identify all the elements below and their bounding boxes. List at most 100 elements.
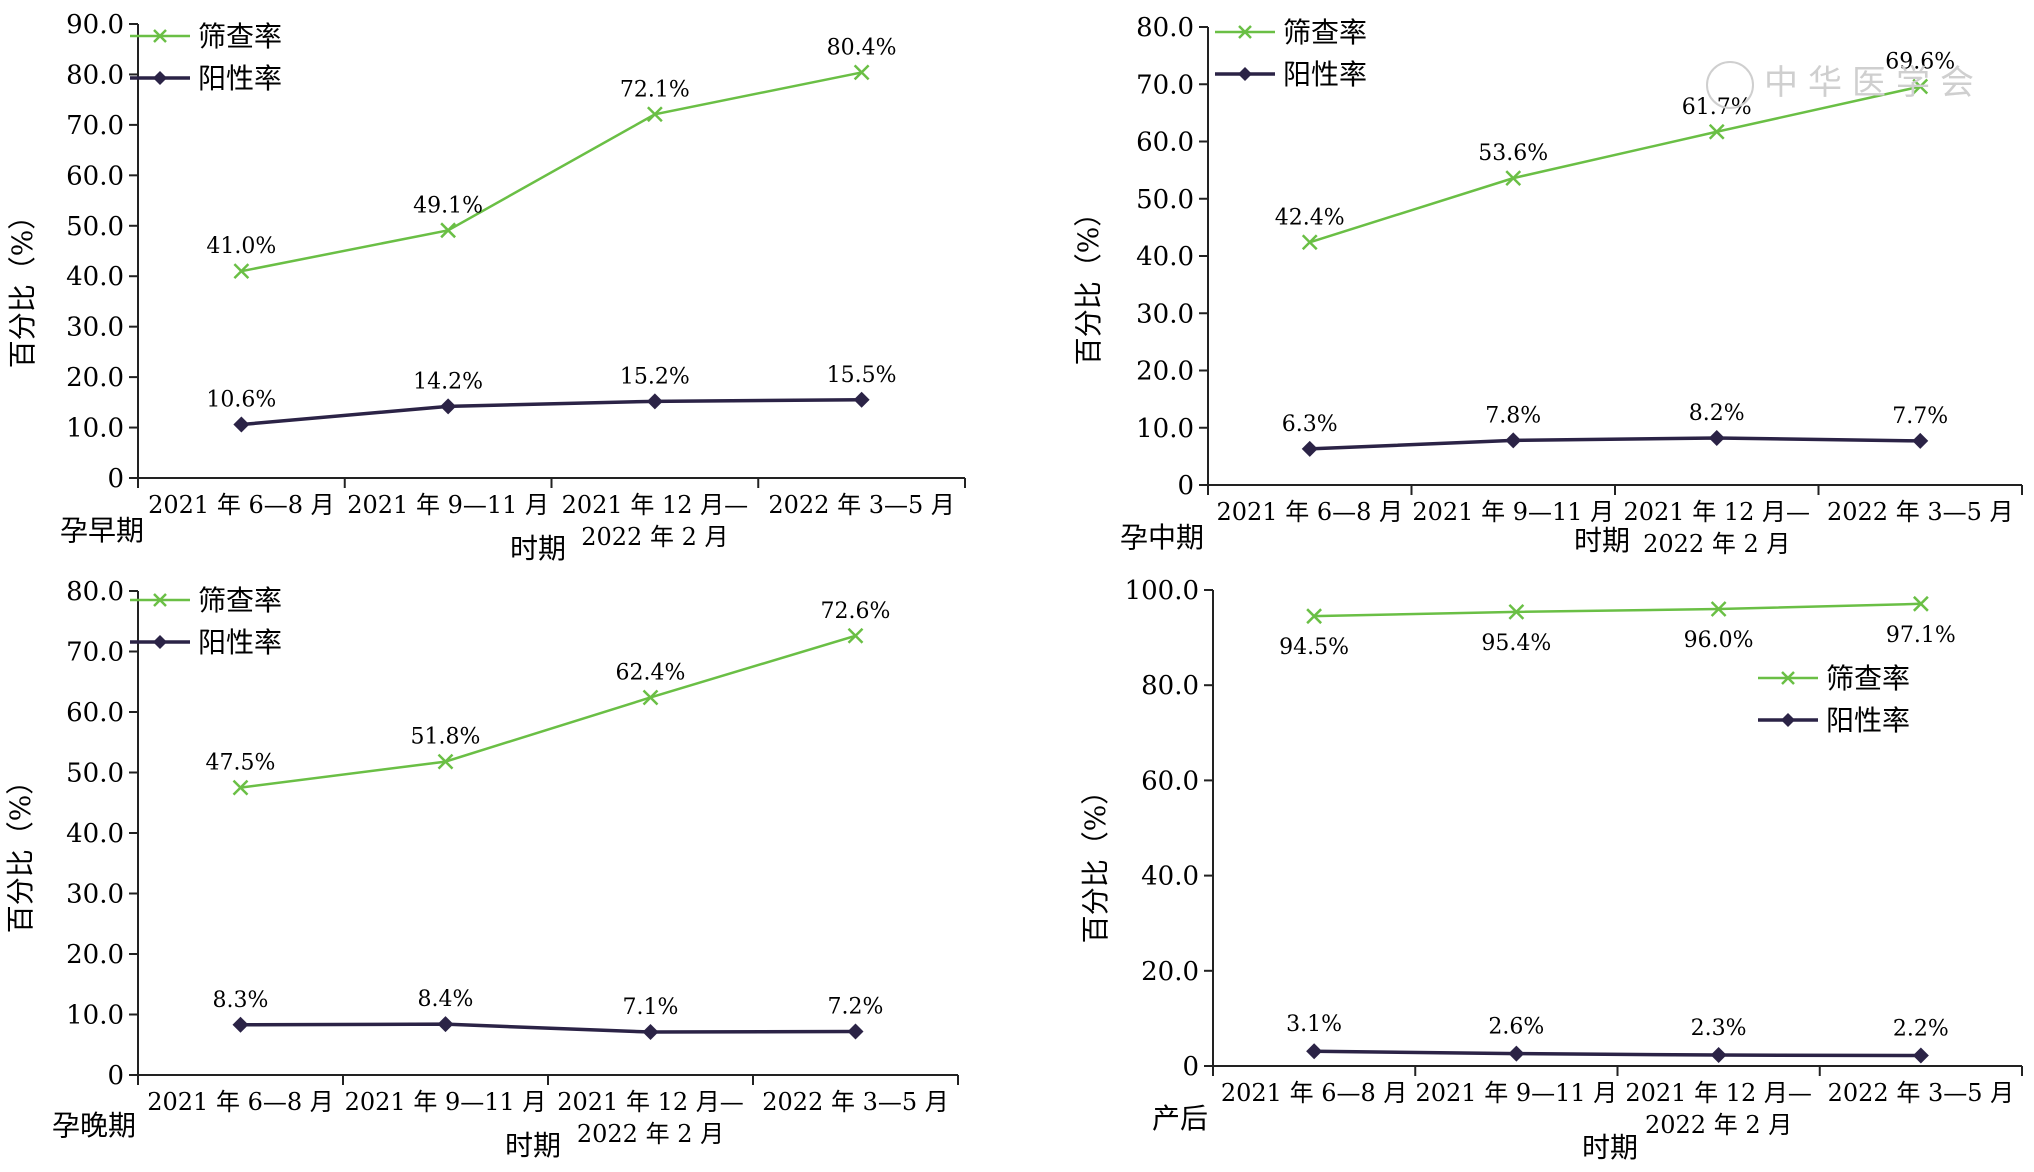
y-tick-label: 40.0 — [66, 819, 124, 849]
y-tick-label: 30.0 — [66, 880, 124, 910]
legend-marker-positive — [153, 71, 167, 85]
y-tick-label: 90.0 — [66, 10, 124, 40]
data-label: 6.3% — [1282, 412, 1338, 437]
x-tick-label: 2021 年 12 月— 2022 年 2 月 — [557, 1088, 744, 1148]
x-tick-label: 2021 年 9—11 月 — [1415, 1079, 1617, 1107]
y-axis-label: 百分比（%） — [1079, 777, 1112, 944]
legend-item-screening: 筛查率 — [130, 20, 282, 53]
y-tick-label: 80.0 — [1141, 671, 1199, 701]
data-label: 10.6% — [206, 388, 276, 413]
data-label: 14.2% — [413, 369, 483, 394]
x-tick-label: 2021 年 6—8 月 — [148, 491, 335, 519]
data-label: 53.6% — [1478, 141, 1548, 166]
data-point-screening — [1912, 595, 1929, 612]
legend-marker-screening — [1781, 671, 1795, 685]
legend-marker-screening — [1238, 25, 1252, 39]
data-point-positive — [437, 1016, 454, 1033]
legend-label: 阳性率 — [198, 626, 282, 659]
x-axis-label: 时期 — [505, 1129, 561, 1162]
data-point-positive — [233, 416, 250, 433]
x-tick-label: 2021 年 6—8 月 — [147, 1088, 334, 1116]
data-label: 2.3% — [1691, 1016, 1747, 1041]
data-label: 8.4% — [418, 987, 474, 1012]
legend-label: 筛查率 — [198, 20, 282, 53]
data-label: 97.1% — [1886, 623, 1956, 648]
y-tick-label: 60.0 — [1141, 766, 1199, 796]
x-tick-label: 2022 年 3—5 月 — [762, 1088, 949, 1116]
data-point-screening — [1708, 123, 1725, 140]
data-point-positive — [1710, 1047, 1727, 1064]
series-line-positive — [1314, 1049, 1921, 1058]
data-point-screening — [232, 779, 249, 796]
y-tick-label: 40.0 — [1136, 242, 1194, 272]
data-point-screening — [1710, 601, 1727, 617]
y-tick-label: 0 — [1182, 1052, 1199, 1082]
watermark: 中华医学会 — [1706, 55, 1984, 109]
x-tick-label: 2021 年 9—11 月 — [347, 491, 549, 519]
y-tick-label: 10.0 — [66, 1001, 124, 1031]
legend-item-positive: 阳性率 — [130, 62, 282, 95]
y-tick-label: 70.0 — [66, 111, 124, 141]
legend-label: 筛查率 — [198, 584, 282, 617]
series-line-screening — [1314, 602, 1921, 618]
y-tick-label: 50.0 — [1136, 185, 1194, 215]
data-point-positive — [1306, 1043, 1323, 1060]
y-tick-label: 70.0 — [66, 638, 124, 668]
x-tick-label: 2021 年 12 月— 2022 年 2 月 — [1625, 1079, 1812, 1139]
y-tick-label: 0 — [107, 1061, 124, 1091]
data-label: 7.7% — [1892, 404, 1948, 429]
data-point-screening — [847, 627, 864, 644]
data-label: 49.1% — [413, 193, 483, 218]
series-line-positive — [241, 398, 862, 427]
data-label: 62.4% — [616, 660, 686, 685]
y-tick-label: 0 — [107, 464, 124, 494]
legend-label: 阳性率 — [1826, 704, 1910, 737]
data-point-positive — [1912, 432, 1929, 449]
panel-label: 孕晚期 — [52, 1109, 136, 1142]
x-axis-label: 时期 — [1582, 1131, 1638, 1164]
legend-item-positive: 阳性率 — [1758, 704, 1910, 737]
data-label: 7.8% — [1485, 403, 1541, 428]
legend-label: 阳性率 — [1283, 58, 1367, 91]
x-tick-label: 2021 年 9—11 月 — [345, 1088, 547, 1116]
y-tick-label: 20.0 — [66, 940, 124, 970]
legend-label: 筛查率 — [1283, 16, 1367, 49]
x-tick-label: 2021 年 9—11 月 — [1412, 498, 1614, 526]
data-point-positive — [1912, 1047, 1929, 1064]
data-label: 47.5% — [206, 751, 276, 776]
data-label: 7.2% — [828, 994, 884, 1019]
data-label: 72.6% — [821, 599, 891, 624]
legend-marker-positive — [1238, 67, 1252, 81]
legend-marker-screening — [153, 29, 167, 43]
data-point-screening — [646, 106, 663, 123]
x-tick-label: 2021 年 12 月— 2022 年 2 月 — [1623, 498, 1810, 558]
y-tick-label: 80.0 — [66, 577, 124, 607]
y-tick-label: 10.0 — [1136, 414, 1194, 444]
data-point-screening — [440, 222, 457, 239]
data-point-screening — [853, 64, 870, 81]
y-tick-label: 20.0 — [1141, 957, 1199, 987]
legend-item-positive: 阳性率 — [130, 626, 282, 659]
data-point-positive — [232, 1016, 249, 1033]
y-tick-label: 30.0 — [1136, 299, 1194, 329]
legend-marker-positive — [1781, 713, 1795, 727]
panel-label: 孕早期 — [60, 514, 144, 547]
y-tick-label: 20.0 — [1136, 357, 1194, 387]
y-tick-label: 70.0 — [1136, 70, 1194, 100]
y-tick-label: 0 — [1177, 471, 1194, 501]
data-point-positive — [847, 1023, 864, 1040]
data-label: 41.0% — [206, 234, 276, 259]
x-tick-label: 2021 年 6—8 月 — [1216, 498, 1403, 526]
legend-marker-positive — [153, 635, 167, 649]
data-point-screening — [1301, 234, 1318, 251]
data-point-positive — [1301, 440, 1318, 457]
data-label: 95.4% — [1481, 631, 1551, 656]
y-tick-label: 50.0 — [66, 759, 124, 789]
data-label: 72.1% — [620, 77, 690, 102]
data-label: 42.4% — [1275, 205, 1345, 230]
y-tick-label: 80.0 — [66, 60, 124, 90]
data-point-positive — [853, 391, 870, 408]
x-axis-label: 时期 — [510, 532, 566, 565]
